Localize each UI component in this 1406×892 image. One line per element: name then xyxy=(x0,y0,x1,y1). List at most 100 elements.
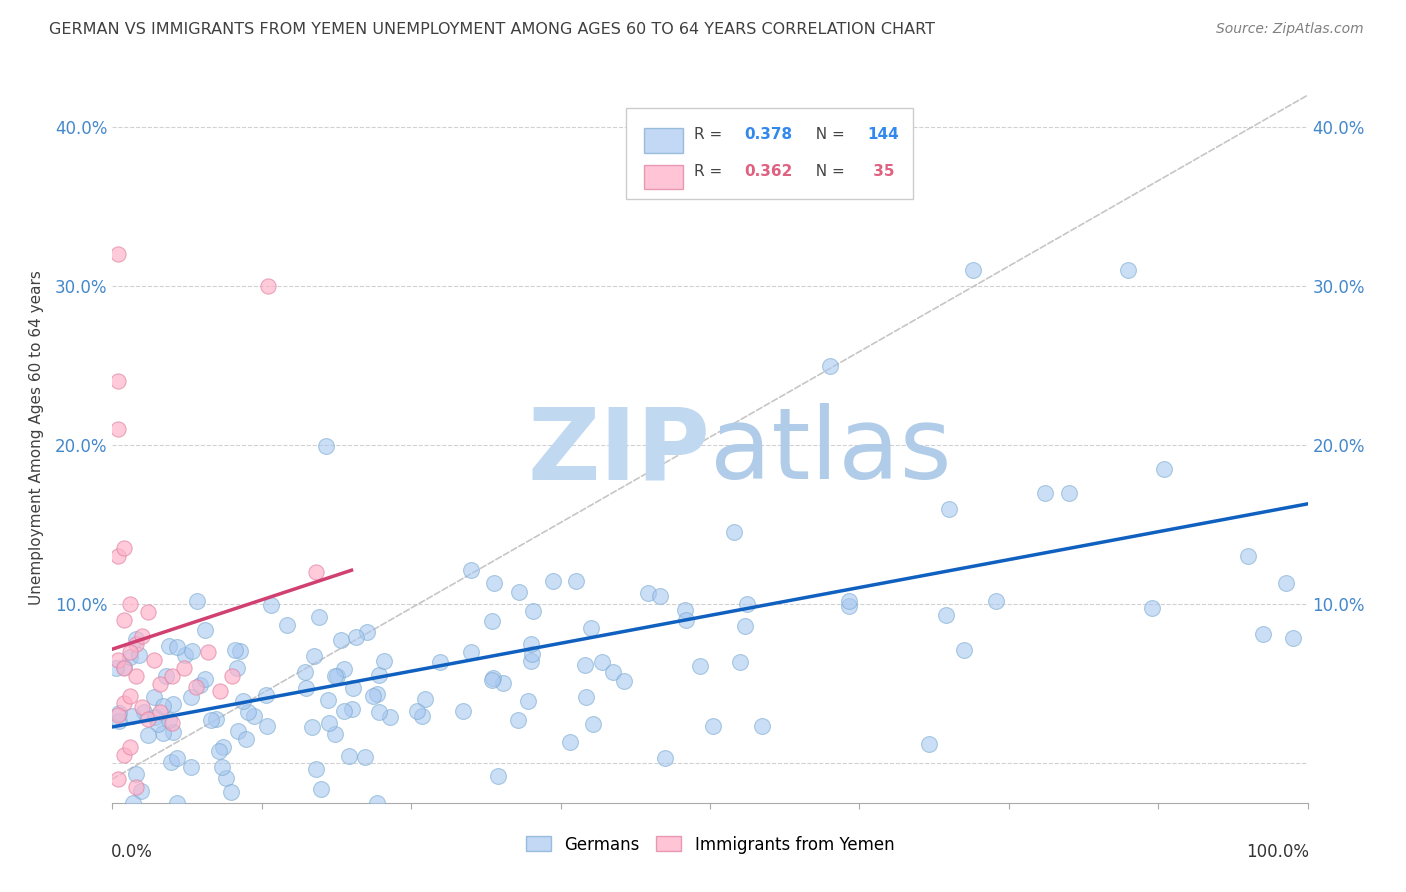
Point xyxy=(108,706,131,721)
Point xyxy=(318,716,340,731)
Text: 0.362: 0.362 xyxy=(745,164,793,179)
Point xyxy=(953,643,976,657)
Text: N =: N = xyxy=(806,128,849,143)
Point xyxy=(131,700,153,714)
Bar xyxy=(644,164,682,189)
Point xyxy=(197,645,219,659)
Point xyxy=(1237,549,1260,564)
Point xyxy=(107,375,129,389)
Point xyxy=(344,631,367,645)
Point xyxy=(120,597,142,611)
Point xyxy=(333,704,356,718)
Point xyxy=(315,439,337,453)
Point xyxy=(451,704,474,718)
Point xyxy=(160,755,183,769)
Text: Source: ZipAtlas.com: Source: ZipAtlas.com xyxy=(1216,22,1364,37)
Point xyxy=(148,716,170,731)
Point xyxy=(257,279,280,293)
Point xyxy=(107,772,129,786)
Point xyxy=(520,654,543,668)
Text: 100.0%: 100.0% xyxy=(1246,843,1309,861)
Point xyxy=(162,698,184,712)
Point xyxy=(373,654,395,668)
Point xyxy=(316,693,339,707)
Point xyxy=(654,751,676,765)
Text: atlas: atlas xyxy=(710,403,952,500)
Point xyxy=(212,740,235,755)
Point xyxy=(751,719,773,733)
Point xyxy=(226,724,249,739)
Point xyxy=(482,671,505,685)
Point xyxy=(107,247,129,261)
Point xyxy=(723,525,745,540)
Point xyxy=(735,597,758,611)
Point xyxy=(131,629,153,643)
Point xyxy=(114,541,135,556)
Point xyxy=(311,782,333,797)
Point xyxy=(637,586,659,600)
Text: N =: N = xyxy=(806,164,849,179)
Point xyxy=(363,689,385,703)
Point xyxy=(481,614,503,628)
Point xyxy=(818,359,841,373)
Point xyxy=(366,687,388,701)
Point xyxy=(962,263,984,277)
Point xyxy=(325,669,347,683)
Point xyxy=(294,665,316,680)
Point xyxy=(120,650,142,665)
Point xyxy=(541,574,564,589)
Text: 144: 144 xyxy=(868,128,900,143)
Point xyxy=(157,639,180,653)
Point xyxy=(107,708,129,723)
Point xyxy=(481,673,503,687)
Point xyxy=(260,598,283,612)
Point xyxy=(405,705,427,719)
Point xyxy=(120,690,142,704)
Point xyxy=(413,691,436,706)
Point xyxy=(879,160,901,174)
Point xyxy=(305,566,328,580)
Point xyxy=(173,660,195,674)
Point xyxy=(121,709,143,723)
Text: GERMAN VS IMMIGRANTS FROM YEMEN UNEMPLOYMENT AMONG AGES 60 TO 64 YEARS CORRELATI: GERMAN VS IMMIGRANTS FROM YEMEN UNEMPLOY… xyxy=(49,22,935,37)
Point xyxy=(235,731,257,746)
Point xyxy=(186,680,208,694)
Text: 35: 35 xyxy=(868,164,894,179)
Text: 0.0%: 0.0% xyxy=(111,843,153,861)
Point xyxy=(935,607,957,622)
Point xyxy=(256,719,278,733)
Point xyxy=(186,594,208,608)
Point xyxy=(613,674,636,689)
Point xyxy=(229,644,252,658)
Point xyxy=(143,709,166,723)
Point xyxy=(166,751,188,765)
Point xyxy=(520,637,543,651)
Point xyxy=(143,653,166,667)
Point xyxy=(181,643,204,657)
Point xyxy=(323,727,346,741)
Point xyxy=(366,796,388,810)
Point xyxy=(517,693,540,707)
Point xyxy=(305,762,328,776)
Point xyxy=(984,594,1007,608)
Point xyxy=(114,660,135,674)
Point xyxy=(162,725,184,739)
Point xyxy=(162,716,183,731)
Point xyxy=(1251,626,1274,640)
Point xyxy=(301,720,323,734)
Point xyxy=(208,744,231,758)
Point xyxy=(367,705,389,719)
Point xyxy=(1118,263,1140,277)
Point xyxy=(114,696,135,710)
Point xyxy=(125,632,148,646)
Point xyxy=(188,678,211,692)
Point xyxy=(356,625,378,640)
Point xyxy=(107,653,129,667)
Point xyxy=(120,645,142,659)
Point xyxy=(232,694,254,708)
Point xyxy=(522,604,544,618)
Point xyxy=(209,684,232,698)
Point xyxy=(256,689,278,703)
Point xyxy=(129,783,152,797)
Point xyxy=(492,675,515,690)
